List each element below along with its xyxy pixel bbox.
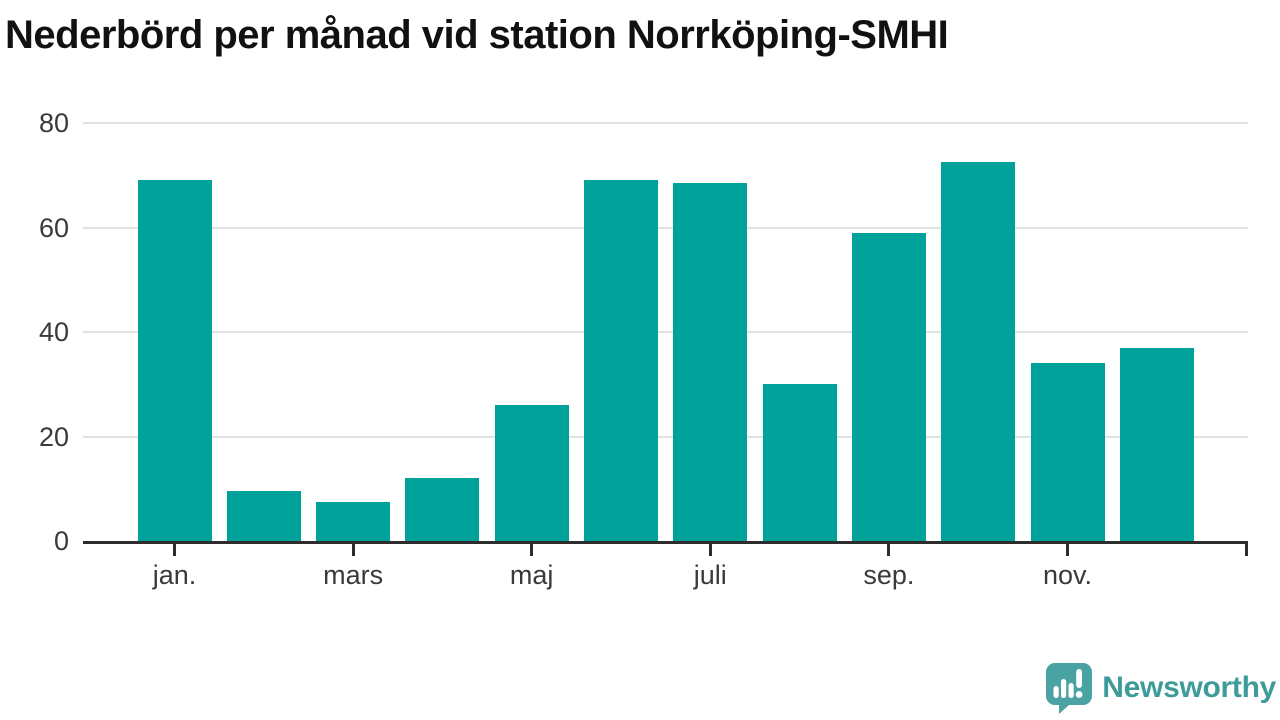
- y-tick-label-0: 0: [53, 526, 69, 556]
- x-tick-label-nov: nov.: [1042, 560, 1093, 590]
- bar-juni: [584, 180, 658, 541]
- x-tick-jan: [173, 544, 176, 556]
- logo-bar-2: [1061, 679, 1067, 698]
- y-tick-label-60: 60: [38, 212, 69, 243]
- x-tick-label-sep: sep.: [863, 560, 915, 590]
- gridline-60: [83, 226, 1248, 229]
- bar-jan: [137, 180, 212, 541]
- logo-bar-1: [1053, 686, 1059, 698]
- x-tick-nov: [1066, 544, 1069, 556]
- chart-title: Nederbörd per månad vid station Norrköpi…: [5, 13, 949, 57]
- y-tick-label-40: 40: [38, 317, 69, 347]
- newsworthy-logo: Newsworthy: [1043, 662, 1276, 714]
- bar-aug: [762, 384, 837, 541]
- x-tick-label-jan: jan.: [152, 560, 197, 590]
- logo-exclamation-dot: [1075, 691, 1083, 698]
- x-tick-sep: [887, 544, 891, 556]
- y-tick-label-20: 20: [38, 421, 69, 452]
- bar-okt: [941, 162, 1016, 541]
- y-tick-label-80: 80: [38, 108, 69, 138]
- x-tick-juli: [708, 544, 712, 556]
- bar-mars: [316, 501, 391, 541]
- bar-juli: [673, 183, 748, 541]
- bar-maj: [494, 405, 569, 541]
- newsworthy-logo-text: Newsworthy: [1102, 671, 1276, 704]
- x-tick-label-maj: maj: [509, 560, 554, 590]
- x-tick-label-juli: juli: [693, 560, 727, 590]
- bar-apr: [405, 478, 480, 541]
- x-tick-mars: [351, 544, 355, 556]
- bar-sep: [851, 232, 926, 541]
- plot-area: 0 20 40 60 80 jan. mars maj juli sep. nov.: [39, 108, 1248, 590]
- gridline-20: [83, 435, 1248, 438]
- gridline-40: [83, 331, 1248, 333]
- gridline-80: [83, 122, 1248, 124]
- bar-feb: [226, 491, 301, 541]
- bar-nov: [1030, 363, 1105, 541]
- x-tick-label-mars: mars: [323, 560, 384, 590]
- logo-bar-3: [1068, 683, 1074, 698]
- x-tick-maj: [530, 544, 534, 556]
- x-axis-line: [83, 541, 1248, 544]
- logo-exclamation-line: [1076, 669, 1083, 688]
- x-axis-right-end-tick: [1245, 543, 1248, 556]
- newsworthy-logo-icon: [1046, 663, 1093, 714]
- bar-dec: [1119, 347, 1194, 541]
